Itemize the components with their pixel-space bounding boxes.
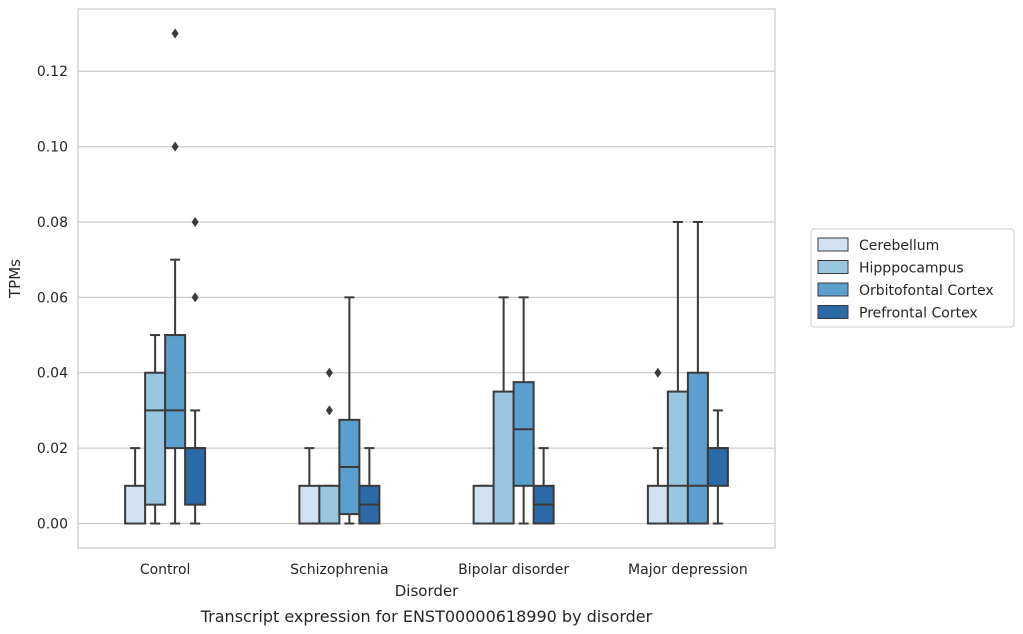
box-plot [318,367,341,525]
y-tick-label: 0.08 [37,215,68,231]
box [646,484,669,525]
box [492,390,515,525]
legend-swatch [817,237,849,252]
outlier-point [191,216,199,227]
box [318,484,341,525]
x-tick-labels: Control Schizophrenia Bipolar disorder Majo… [140,562,748,578]
legend-swatch [817,305,849,319]
box-plot [492,296,515,525]
x-tick-label: Bipolar disorder [458,562,569,578]
y-tick-label: 0.10 [37,140,68,156]
box [512,381,535,487]
legend-entry: Cerebellum [859,238,939,254]
plot-frame [77,8,776,549]
box [706,447,729,487]
box [144,371,167,506]
outlier-point [325,367,333,378]
box [164,334,187,450]
box-plot [184,216,207,525]
box-plot [358,447,381,525]
box-plot [512,296,535,525]
box-plot [164,28,187,525]
y-tick-label: 0.04 [37,366,68,382]
outlier-point [325,405,333,416]
box-plot [124,447,147,525]
legend-swatch [817,260,849,274]
y-tick-labels: 0.00 0.02 0.04 0.06 0.08 0.10 0.12 [37,64,68,532]
y-tick-label: 0.02 [37,441,68,457]
box-plot [706,409,729,525]
x-tick-label: Major depression [628,562,748,578]
box [124,484,147,525]
chart-title: Transcript expression for ENST0000061899… [200,607,653,626]
box-plot [298,447,321,525]
box [298,484,321,525]
box-plot [532,447,555,525]
legend-entry: Orbitofontal Cortex [859,283,994,299]
x-tick-label: Control [140,562,191,578]
legend-frame [810,228,1015,328]
outlier-point [171,28,179,39]
box-plot [646,367,669,525]
box-plot [686,220,709,525]
box [686,371,709,525]
box [184,447,207,506]
box-plot [338,296,361,525]
y-axis-label: TPMs [6,259,24,299]
y-tick-label: 0.00 [37,517,68,533]
box-plot [472,484,495,525]
legend-entry: Prefrontal Cortex [859,306,978,322]
box [472,484,495,525]
box-plot [144,334,167,525]
y-tick-label: 0.06 [37,290,68,306]
outlier-point [654,367,662,378]
y-tick-label: 0.12 [37,64,68,80]
legend-swatch [817,282,849,297]
x-tick-label: Schizophrenia [290,562,388,578]
box [666,390,689,525]
legend: Cerebellum Hipppocampus Orbitofontal Corte… [810,228,1015,328]
box-plots [124,28,729,525]
outlier-point [171,141,179,152]
outlier-point [191,292,199,303]
legend-entry: Hipppocampus [859,261,964,277]
x-axis-label: Disorder [395,582,459,600]
